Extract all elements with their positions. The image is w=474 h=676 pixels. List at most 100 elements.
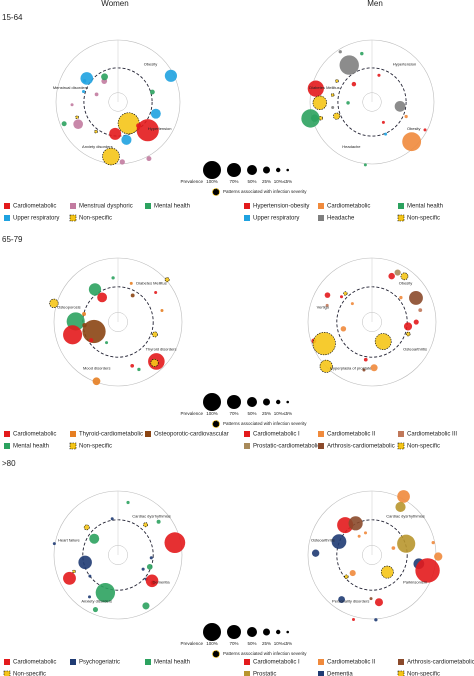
legend-swatch <box>69 214 77 222</box>
size-legend-label: ≤5% <box>283 179 292 184</box>
node-bubble <box>142 602 150 610</box>
node-bubble <box>339 55 359 75</box>
legend-label: Headache <box>327 216 355 222</box>
node-bubble <box>344 574 349 579</box>
node-bubble <box>363 163 367 167</box>
age-label: 15-64 <box>2 13 23 22</box>
node-bubble <box>362 368 366 372</box>
legend-label: Upper respiratory <box>13 216 59 222</box>
legend-swatch <box>397 442 405 450</box>
legend-label: Cardiometabolic <box>13 432 56 438</box>
node-label: Osteoarthritis <box>311 538 335 543</box>
node-bubble <box>409 290 423 305</box>
legend-swatch <box>244 431 250 437</box>
age-label: >80 <box>2 459 16 468</box>
legend-swatch <box>397 214 405 222</box>
node-bubble <box>363 357 368 362</box>
node-label: Anxiety disorders <box>81 599 112 604</box>
node-label: Hyperplasia of prostate <box>330 366 372 371</box>
node-bubble <box>49 298 59 308</box>
legend-label: Non-specific <box>13 672 46 676</box>
legend-label: Cardiometabolic III <box>407 432 457 438</box>
node-bubble <box>83 524 90 531</box>
size-legend-title: Prevalence <box>180 179 203 184</box>
node-bubble <box>397 490 410 503</box>
node-bubble <box>75 115 79 120</box>
size-legend-label: 10% <box>274 641 283 646</box>
size-legend-bubble <box>203 161 221 179</box>
node-bubble <box>395 501 406 513</box>
legend-swatch <box>318 443 324 449</box>
node-bubble <box>63 571 76 585</box>
node-label: Osteoporosis <box>57 305 81 310</box>
age-label: 65-79 <box>2 235 23 244</box>
legend-swatch <box>4 203 10 209</box>
legend-swatch <box>398 431 404 437</box>
node-label: Mood disorders <box>83 366 111 371</box>
legend-swatch <box>4 659 10 665</box>
node-label: Obesity <box>144 62 158 67</box>
node-label: Hypertension <box>393 62 417 67</box>
legend-swatch <box>70 203 76 209</box>
node-bubble <box>312 95 327 110</box>
legend-label: Mental health <box>13 444 49 450</box>
size-legend-bubble <box>286 400 290 404</box>
legend-label: Mental health <box>154 204 190 210</box>
node-bubble <box>88 283 102 296</box>
legend-swatch <box>4 215 10 221</box>
legend-label: Mental health <box>407 204 443 210</box>
size-legend-label: 50% <box>247 641 256 646</box>
node-bubble <box>339 295 344 299</box>
node-bubble <box>307 80 324 97</box>
size-legend-label: 100% <box>206 411 218 416</box>
legend-swatch <box>398 659 404 665</box>
node-bubble <box>52 542 56 546</box>
legend-swatch <box>244 203 250 209</box>
node-bubble <box>301 109 320 128</box>
node-bubble <box>311 549 320 557</box>
legend-label: Thyroid-cardiometabolic <box>79 432 143 438</box>
size-legend-bubble <box>227 163 241 177</box>
node-bubble <box>363 531 368 535</box>
legend-swatch <box>397 670 405 676</box>
legend-swatch <box>244 443 250 449</box>
node-bubble <box>94 129 98 134</box>
legend-swatch <box>318 215 324 221</box>
node-bubble <box>117 112 140 135</box>
size-legend-bubble <box>247 627 257 637</box>
node-label: Diabetes Mellitus <box>309 85 339 90</box>
legend-swatch <box>145 659 151 665</box>
legend-swatch <box>318 659 324 665</box>
legend-label: Dementia <box>327 672 353 676</box>
node-bubble <box>63 325 83 345</box>
legend-label: Mental health <box>154 660 190 666</box>
legend-label: Non-specific <box>407 444 440 450</box>
node-bubble <box>399 295 403 300</box>
node-bubble <box>343 291 348 296</box>
node-bubble <box>143 522 148 528</box>
node-bubble <box>110 517 114 521</box>
node-bubble <box>324 292 331 298</box>
legend-swatch <box>318 431 324 437</box>
node-bubble <box>130 363 135 368</box>
node-bubble <box>319 359 333 373</box>
size-legend-label: 100% <box>206 641 218 646</box>
node-bubble <box>351 81 357 87</box>
size-legend-bubble <box>276 399 281 405</box>
size-legend-bubble <box>227 625 241 639</box>
node-bubble <box>330 93 335 97</box>
node-bubble <box>348 516 363 531</box>
size-legend-bubble <box>227 395 241 409</box>
node-bubble <box>94 92 99 97</box>
node-bubble <box>331 105 335 109</box>
node-bubble <box>121 134 132 145</box>
legend-swatch <box>318 671 324 676</box>
node-bubble <box>404 114 408 119</box>
node-bubble <box>146 563 153 570</box>
node-bubble <box>95 582 116 603</box>
node-label: Parkinsonism <box>403 580 428 585</box>
size-legend-label: ≤5% <box>283 411 292 416</box>
legend-swatch <box>398 203 404 209</box>
node-bubble <box>164 277 170 283</box>
legend-label: Psychogeriatric <box>79 660 120 666</box>
